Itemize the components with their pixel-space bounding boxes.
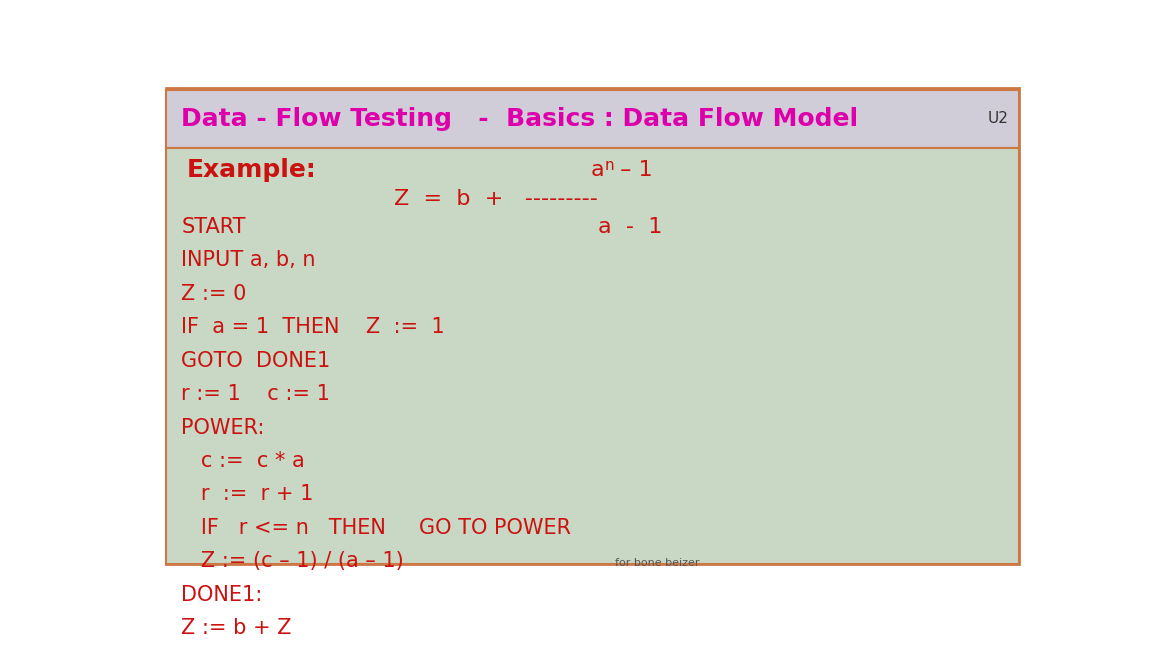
Text: a  -  1: a - 1: [598, 217, 662, 237]
Text: – 1: – 1: [613, 160, 652, 180]
Text: GOTO  DONE1: GOTO DONE1: [182, 351, 331, 371]
Text: r  :=  r + 1: r := r + 1: [182, 484, 313, 504]
Text: c :=  c * a: c := c * a: [182, 451, 305, 471]
Text: for bone beizer: for bone beizer: [615, 558, 699, 568]
Text: IF  a = 1  THEN    Z  :=  1: IF a = 1 THEN Z := 1: [182, 318, 445, 337]
Text: Z  =  b  +   ---------: Z = b + ---------: [394, 189, 598, 209]
Text: n: n: [605, 157, 614, 172]
Text: DONE1:: DONE1:: [182, 584, 263, 605]
Text: Z := 0: Z := 0: [182, 284, 247, 304]
FancyBboxPatch shape: [166, 87, 1018, 564]
Text: Example:: Example:: [187, 157, 317, 181]
Text: POWER:: POWER:: [182, 417, 265, 437]
FancyBboxPatch shape: [166, 90, 1018, 148]
Text: Z := (c – 1) / (a – 1): Z := (c – 1) / (a – 1): [182, 551, 404, 572]
Text: r := 1    c := 1: r := 1 c := 1: [182, 384, 331, 404]
FancyBboxPatch shape: [166, 148, 1018, 564]
Text: IF   r <= n   THEN     GO TO POWER: IF r <= n THEN GO TO POWER: [182, 518, 571, 538]
Text: Data - Flow Testing   -  Basics : Data Flow Model: Data - Flow Testing - Basics : Data Flow…: [182, 107, 858, 131]
Text: Z := b + Z: Z := b + Z: [182, 618, 291, 638]
Text: a: a: [590, 160, 604, 180]
Text: START: START: [182, 217, 247, 237]
Text: INPUT a, b, n: INPUT a, b, n: [182, 250, 316, 270]
Text: U2: U2: [987, 111, 1008, 126]
